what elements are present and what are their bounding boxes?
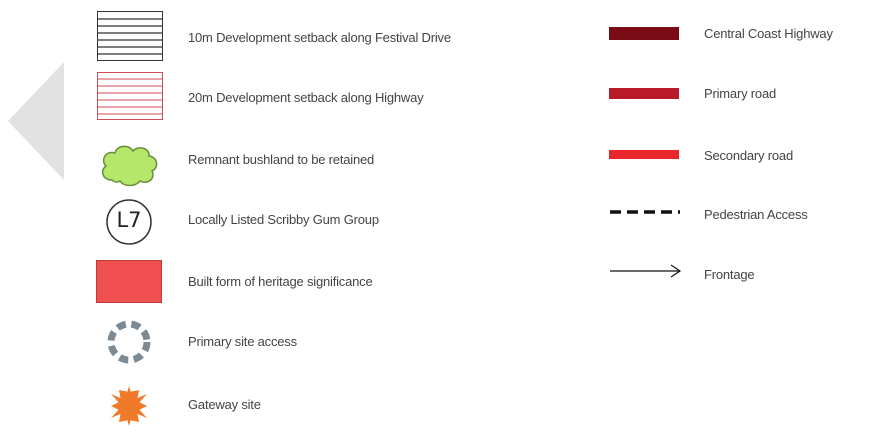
black-hatched-rectangle-icon bbox=[97, 11, 163, 61]
red-line-icon bbox=[609, 88, 679, 99]
arrow-line-icon bbox=[610, 264, 682, 278]
green-cloud-icon bbox=[101, 145, 158, 187]
legend-label: Pedestrian Access bbox=[704, 207, 808, 222]
legend-label: 20m Development setback along Highway bbox=[188, 90, 424, 105]
red-hatched-rectangle-icon bbox=[97, 72, 163, 120]
legend-label: Built form of heritage significance bbox=[188, 274, 373, 289]
dark-red-line-icon bbox=[609, 27, 679, 40]
legend-label: Gateway site bbox=[188, 397, 261, 412]
chevron-left-icon bbox=[8, 62, 64, 180]
red-square-icon bbox=[96, 260, 162, 303]
legend-label: Central Coast Highway bbox=[704, 26, 833, 41]
legend-label: Frontage bbox=[704, 267, 755, 282]
orange-star-icon bbox=[111, 386, 147, 426]
bright-red-line-icon bbox=[609, 150, 679, 159]
legend-label: Primary road bbox=[704, 86, 777, 101]
legend-label: 10m Development setback along Festival D… bbox=[188, 30, 451, 45]
legend-label: Primary site access bbox=[188, 334, 297, 349]
dashed-line-icon bbox=[610, 210, 680, 214]
legend-label: Secondary road bbox=[704, 148, 793, 163]
circle-badge-text: L7 bbox=[116, 208, 142, 232]
dashed-circle-icon bbox=[107, 320, 151, 364]
circle-badge-icon bbox=[106, 199, 152, 245]
legend-label: Remnant bushland to be retained bbox=[188, 152, 375, 167]
legend-label: Locally Listed Scribby Gum Group bbox=[188, 212, 379, 227]
